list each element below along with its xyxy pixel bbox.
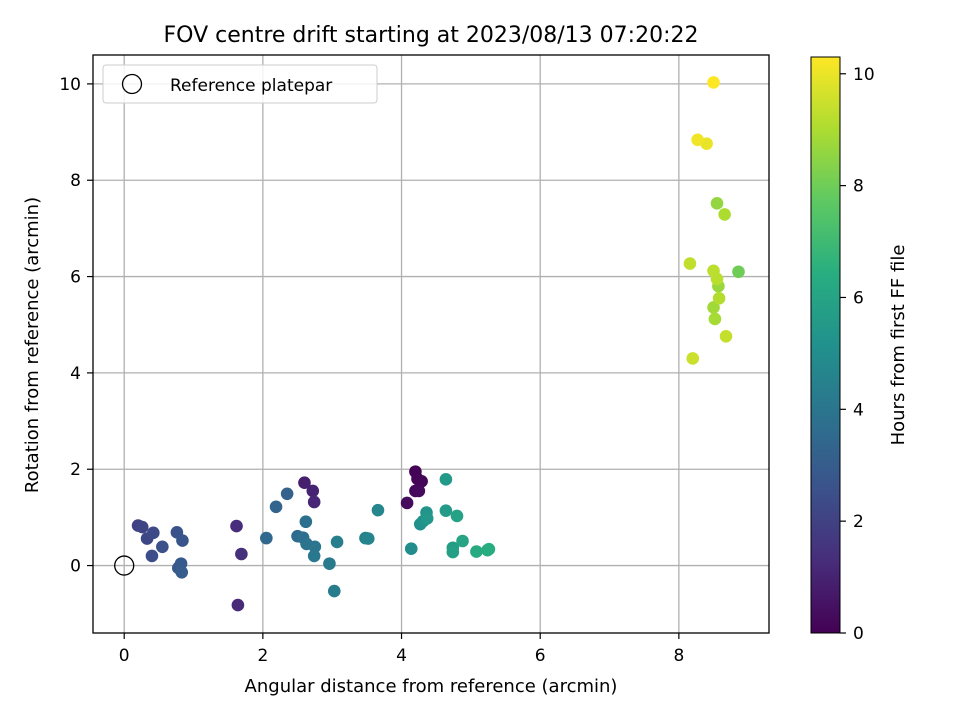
scatter-point — [450, 509, 464, 523]
x-tick-label: 2 — [257, 646, 268, 666]
y-tick-label: 10 — [59, 75, 81, 95]
colorbar-tick-label: 10 — [853, 65, 875, 85]
scatter-points — [131, 76, 745, 612]
scatter-point — [482, 542, 496, 556]
y-tick-label: 2 — [70, 460, 81, 480]
scatter-point — [400, 496, 414, 510]
scatter-point — [156, 540, 169, 554]
scatter-point — [145, 549, 159, 563]
x-tick-label: 4 — [396, 646, 407, 666]
scatter-point — [719, 329, 733, 343]
scatter-point — [307, 549, 321, 563]
scatter-point — [732, 265, 745, 279]
scatter-point — [176, 534, 189, 547]
scatter-point — [718, 208, 731, 221]
scatter-point — [299, 515, 313, 529]
colorbar-label: Hours from first FF file — [888, 245, 909, 446]
scatter-point — [404, 542, 418, 556]
scatter-point — [439, 473, 453, 486]
reference-marker-group — [114, 555, 135, 576]
scatter-point — [147, 526, 160, 540]
scatter-point — [439, 504, 453, 517]
scatter-point — [371, 503, 385, 517]
scatter-point — [691, 133, 704, 147]
y-axis-ticks: 0 2 4 6 8 10 — [59, 75, 93, 577]
colorbar-ticks: 0 2 4 6 8 10 — [840, 65, 875, 644]
grid-lines — [93, 55, 769, 633]
scatter-point — [707, 264, 720, 278]
scatter-point — [308, 540, 322, 554]
colorbar-tick-label: 0 — [853, 624, 864, 644]
scatter-point — [415, 474, 428, 488]
scatter-point — [683, 257, 697, 270]
legend-reference-marker — [121, 73, 143, 95]
x-axis-label: Angular distance from reference (arcmin) — [245, 676, 618, 697]
scatter-point — [175, 566, 189, 579]
scatter-point — [470, 545, 483, 558]
scatter-point — [231, 598, 245, 612]
legend-box — [102, 64, 378, 104]
y-tick-label: 6 — [70, 268, 81, 288]
scatter-point — [280, 487, 294, 501]
scatter-point — [686, 352, 700, 365]
scatter-point — [269, 500, 283, 514]
y-tick-label: 8 — [70, 171, 81, 191]
scatter-point — [446, 545, 460, 559]
scatter-point — [420, 512, 434, 525]
scatter-point — [361, 532, 375, 545]
x-tick-label: 8 — [673, 646, 684, 666]
scatter-point — [260, 531, 273, 545]
scatter-point — [712, 291, 726, 305]
colorbar-tick-label: 8 — [853, 177, 864, 197]
scatter-point — [412, 484, 426, 498]
chart-title: FOV centre drift starting at 2023/08/13 … — [164, 23, 699, 48]
scatter-point — [235, 547, 248, 561]
y-tick-label: 0 — [70, 557, 81, 577]
x-tick-label: 6 — [535, 646, 546, 666]
x-axis-ticks: 0 2 4 6 8 — [119, 633, 684, 666]
colorbar-gradient — [810, 56, 841, 634]
scatter-point — [710, 197, 724, 210]
scatter-point — [708, 312, 722, 326]
scatter-point — [230, 519, 243, 533]
plot-frame — [92, 54, 770, 634]
colorbar-tick-label: 4 — [853, 400, 864, 420]
legend: Reference platepar — [102, 64, 378, 104]
scatter-point — [456, 534, 469, 548]
scatter-point — [707, 76, 720, 89]
colorbar-tick-label: 6 — [853, 288, 864, 308]
scatter-point — [707, 301, 720, 314]
colorbar-tick-label: 2 — [853, 512, 864, 532]
scatter-point — [307, 495, 321, 509]
scatter-point — [298, 476, 311, 490]
colorbar: 0 2 4 6 8 10 Hours from first FF file — [810, 56, 909, 644]
reference-platepar-marker — [114, 555, 135, 576]
scatter-point — [323, 557, 336, 570]
scatter-point — [330, 535, 344, 549]
legend-label: Reference platepar — [170, 76, 332, 96]
scatter-point — [306, 484, 320, 498]
y-axis-label: Rotation from reference (arcmin) — [22, 197, 43, 493]
y-tick-label: 4 — [70, 364, 81, 384]
scatter-point — [135, 520, 149, 534]
scatter-point — [327, 584, 341, 598]
x-tick-label: 0 — [119, 646, 130, 666]
